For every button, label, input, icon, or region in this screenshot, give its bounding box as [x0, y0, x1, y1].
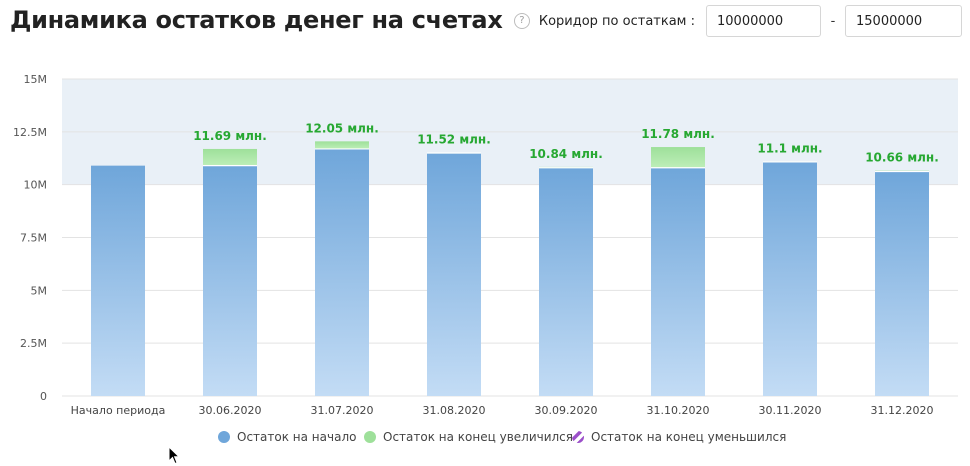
bar-increase-segment — [315, 141, 369, 149]
y-tick-label: 0 — [40, 390, 47, 403]
corridor-to-input[interactable] — [845, 5, 962, 37]
bar-start-balance — [203, 165, 257, 396]
bar-start-balance — [763, 161, 817, 396]
legend-decrease-label: Остаток на конец уменьшился — [591, 430, 786, 444]
data-label: 11.78 млн. — [641, 127, 715, 141]
legend-increase-label: Остаток на конец увеличился — [383, 430, 573, 444]
page-title: Динамика остатков денег на счетах — [10, 6, 503, 34]
x-tick-label: 30.09.2020 — [535, 404, 598, 417]
mouse-cursor-icon — [168, 446, 181, 465]
x-tick-label: 31.12.2020 — [871, 404, 934, 417]
x-tick-label: 31.10.2020 — [647, 404, 710, 417]
bar-start-balance — [539, 167, 593, 396]
data-label: 10.66 млн. — [865, 151, 939, 165]
legend-decrease-marker — [572, 431, 584, 443]
y-tick-label: 15M — [24, 73, 48, 86]
bar-start-balance — [315, 148, 369, 396]
data-label: 11.69 млн. — [193, 129, 267, 143]
corridor-separator: - — [830, 13, 836, 29]
x-tick-label: 30.06.2020 — [199, 404, 262, 417]
legend-start-balance-marker — [218, 431, 230, 443]
x-tick-label: 31.08.2020 — [423, 404, 486, 417]
data-label: 10.84 млн. — [529, 147, 603, 161]
bar-increase-segment — [651, 147, 705, 168]
y-tick-label: 5M — [31, 284, 48, 297]
legend-start-balance-label: Остаток на начало — [237, 430, 356, 444]
data-label: 11.52 млн. — [417, 133, 491, 147]
bar-increase-segment — [203, 148, 257, 166]
x-tick-label: 31.07.2020 — [311, 404, 374, 417]
data-label: 12.05 млн. — [305, 121, 379, 135]
x-tick-label: 30.11.2020 — [759, 404, 822, 417]
corridor-label: Коридор по остаткам : — [538, 13, 695, 29]
x-tick-label: Начало периода — [71, 404, 166, 417]
bar-start-balance — [875, 171, 929, 396]
y-tick-label: 2.5M — [20, 337, 47, 350]
data-label: 11.1 млн. — [757, 141, 822, 155]
bar-start-balance — [427, 152, 481, 396]
y-tick-label: 12.5M — [13, 126, 47, 139]
y-tick-label: 10M — [24, 179, 48, 192]
question-icon[interactable]: ? — [513, 13, 530, 29]
legend-increase-marker — [364, 431, 376, 443]
corridor-filter: ? Коридор по остаткам : - — [513, 4, 962, 38]
y-tick-label: 7.5M — [20, 232, 47, 245]
bar-start-balance — [91, 165, 145, 396]
bar-start-balance — [651, 167, 705, 396]
corridor-from-input[interactable] — [706, 5, 821, 37]
